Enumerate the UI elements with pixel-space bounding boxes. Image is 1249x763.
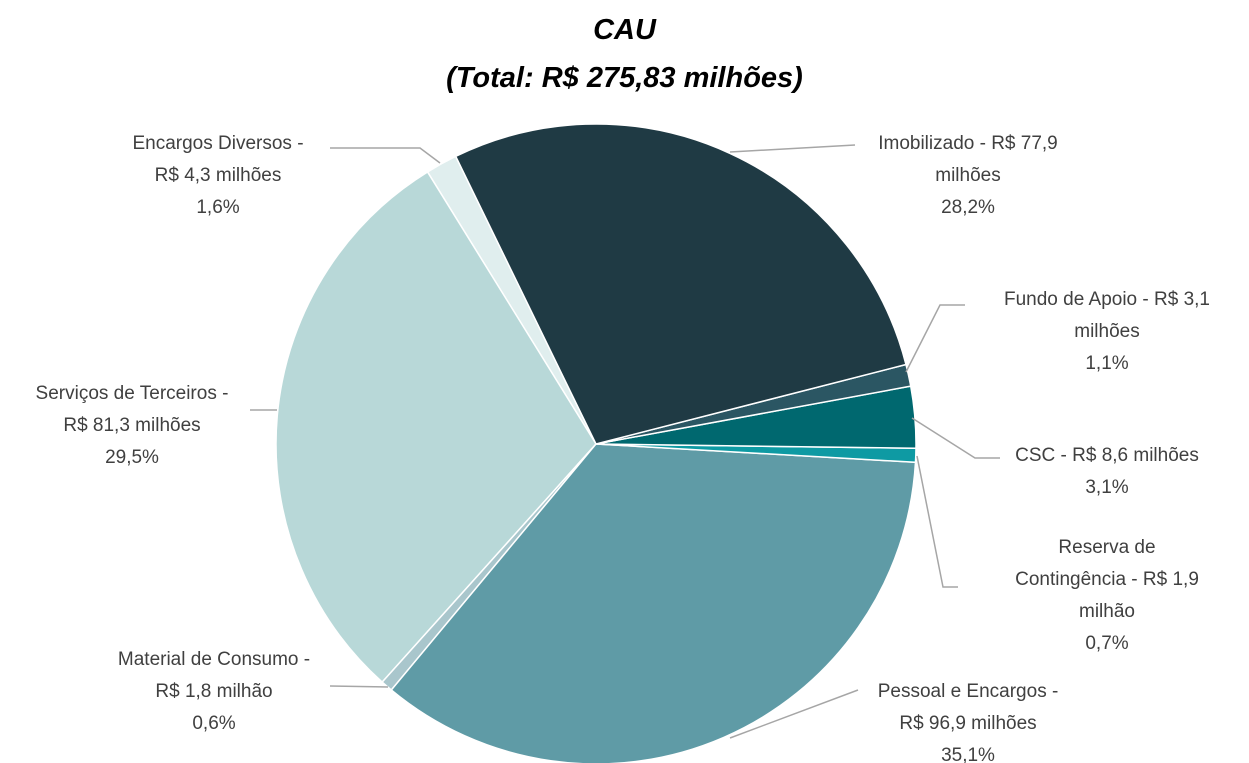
category-label: Fundo de Apoio - R$ 3,1 milhões — [1004, 289, 1210, 342]
leader-line — [911, 417, 1000, 459]
value-label: 1,1% — [1085, 353, 1129, 374]
value-label: 29,5% — [105, 447, 159, 468]
leader-line — [329, 685, 389, 688]
category-label: Pessoal e Encargos - R$ 96,9 milhões — [877, 681, 1059, 734]
value-label: 0,7% — [1085, 633, 1129, 654]
leader-line — [905, 304, 965, 373]
value-label: 28,2% — [941, 197, 995, 218]
data-label: Fundo de Apoio - R$ 3,1 milhões 1,1% — [995, 284, 1220, 380]
chart-subtitle: (Total: R$ 275,83 milhões) — [446, 62, 803, 94]
category-label: Encargos Diversos - R$ 4,3 milhões — [132, 133, 304, 186]
data-label: Material de Consumo - R$ 1,8 milhão 0,6% — [112, 644, 317, 740]
category-label: CSC - R$ 8,6 milhões — [1015, 445, 1199, 466]
leader-line — [729, 689, 859, 739]
data-label: Pessoal e Encargos - R$ 96,9 milhões 35,1… — [871, 676, 1066, 763]
category-label: Material de Consumo - R$ 1,8 milhão — [117, 649, 311, 702]
value-label: 1,6% — [196, 197, 240, 218]
data-label: Serviços de Terceiros - R$ 81,3 milhões 2… — [32, 378, 232, 474]
data-label: Encargos Diversos - R$ 4,3 milhões 1,6% — [126, 128, 311, 224]
leader-line — [729, 144, 856, 153]
pie-slice — [390, 443, 917, 763]
data-label: Reserva de Contingência - R$ 1,9 milhão 0… — [1005, 532, 1210, 660]
data-label: Imobilizado - R$ 77,9 milhões 28,2% — [868, 128, 1068, 224]
value-label: 35,1% — [941, 745, 995, 763]
leader-lines — [250, 144, 1000, 739]
pie-slice — [454, 123, 907, 445]
value-label: 0,6% — [192, 713, 236, 734]
leader-line — [916, 455, 958, 588]
value-label: 3,1% — [1085, 477, 1129, 498]
pie-slice — [275, 170, 597, 684]
category-label: Imobilizado - R$ 77,9 milhões — [878, 133, 1058, 186]
chart-title: CAU — [593, 14, 656, 46]
category-label: Serviços de Terceiros - R$ 81,3 milhões — [35, 383, 229, 436]
leader-line — [330, 147, 441, 164]
data-label: CSC - R$ 8,6 milhões 3,1% — [995, 440, 1220, 504]
category-label: Reserva de Contingência - R$ 1,9 milhão — [1015, 537, 1199, 622]
